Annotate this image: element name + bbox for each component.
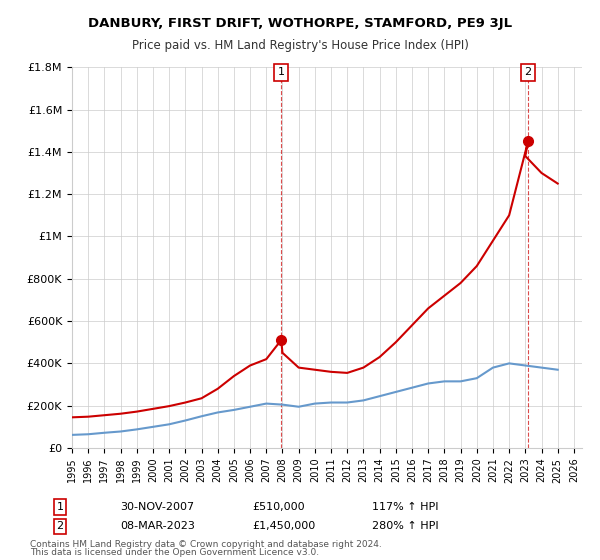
- Text: £1,450,000: £1,450,000: [252, 521, 315, 531]
- Text: 117% ↑ HPI: 117% ↑ HPI: [372, 502, 439, 512]
- Text: 1: 1: [56, 502, 64, 512]
- Text: This data is licensed under the Open Government Licence v3.0.: This data is licensed under the Open Gov…: [30, 548, 319, 557]
- Text: 1: 1: [278, 67, 284, 77]
- Text: 2: 2: [56, 521, 64, 531]
- Text: 08-MAR-2023: 08-MAR-2023: [120, 521, 195, 531]
- Text: Contains HM Land Registry data © Crown copyright and database right 2024.: Contains HM Land Registry data © Crown c…: [30, 540, 382, 549]
- Text: 280% ↑ HPI: 280% ↑ HPI: [372, 521, 439, 531]
- Text: 2: 2: [524, 67, 532, 77]
- Text: 30-NOV-2007: 30-NOV-2007: [120, 502, 194, 512]
- Text: £510,000: £510,000: [252, 502, 305, 512]
- Text: DANBURY, FIRST DRIFT, WOTHORPE, STAMFORD, PE9 3JL: DANBURY, FIRST DRIFT, WOTHORPE, STAMFORD…: [88, 17, 512, 30]
- Text: Price paid vs. HM Land Registry's House Price Index (HPI): Price paid vs. HM Land Registry's House …: [131, 39, 469, 52]
